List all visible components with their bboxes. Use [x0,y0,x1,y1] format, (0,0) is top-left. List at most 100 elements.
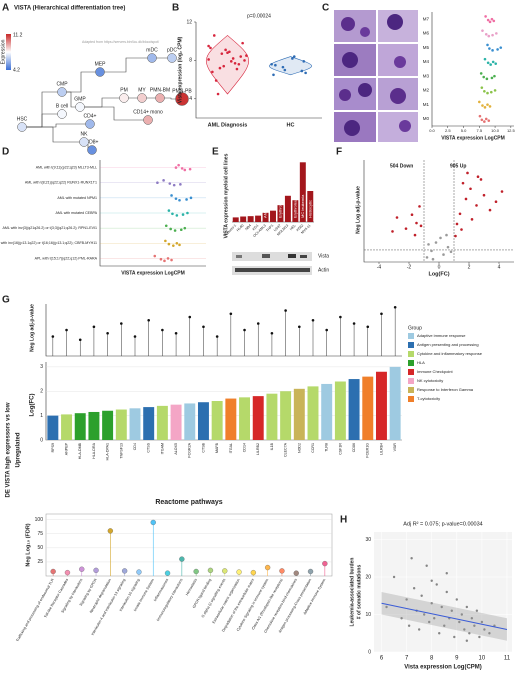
data-point [483,57,487,61]
lollipop-head [256,322,260,325]
data-point [488,632,491,635]
bubble [307,568,314,575]
data-point [410,557,413,560]
node-label: NK [81,131,89,137]
data-point [483,120,486,123]
data-point [494,200,498,204]
node-label: CD14+ mono [133,109,163,115]
x-tick-label: CD14 [242,443,246,452]
data-point [440,605,443,609]
tree-node [95,67,105,77]
bubble [322,560,328,567]
data-point [207,58,210,61]
data-point [458,212,462,216]
legend-swatch [408,333,414,339]
plot-frame [45,513,333,577]
y-tick-label: AML with inv(16)(p13.1q22) or t(16;16)(p… [0,241,97,245]
x-tick-label: Immunoregulatory interactions [156,578,184,622]
data-point [235,67,239,71]
lollipop-head [106,331,109,335]
x-tick-label: Hemostasis [185,578,198,596]
data-point [392,575,396,579]
bar [211,401,223,440]
lollipop-head [325,328,328,332]
data-point [164,224,168,228]
data-point [494,62,498,65]
data-point [461,181,465,185]
data-point [170,258,173,262]
lollipop-head [161,328,164,332]
x-tick-label: LILRB4 [379,443,383,455]
group-label: Histiocytic [307,200,312,218]
bar [61,414,73,440]
data-point [466,171,469,175]
data-point [495,32,498,35]
data-point [410,213,414,217]
lollipop-head [270,331,274,335]
bar [362,376,374,440]
lollipop-head [147,318,150,322]
lollipop-head [366,325,370,329]
data-point [479,72,483,75]
y-tick-label: AML with inv(3)(q21q26.2) or t(3;3)(q21;… [2,226,97,230]
p-value: p=0.00024 [247,13,271,19]
data-point [479,178,483,181]
group-label: Erythroleukemia [292,188,297,218]
x-tick-label: ITGAM [160,443,164,454]
data-point [458,620,461,624]
x-tick-label: 7.5 [477,128,483,133]
y-tick-label: 0 [40,437,43,443]
bubble [207,567,214,574]
bubble [293,570,299,576]
bar [292,200,299,222]
data-point [168,182,172,185]
data-point [443,624,446,627]
data-point [391,230,394,233]
data-point [484,117,488,121]
data-point [418,205,421,208]
y-tick-label: 20 [365,574,371,580]
bubble [250,569,257,576]
side-title: DE VISTA high expressors vs low [6,402,12,497]
data-point [428,620,431,624]
data-point [488,105,492,108]
bar [74,413,86,440]
bar [348,379,360,440]
data-point [486,18,490,22]
data-point [446,245,450,249]
x-tick-label: ITGAL [229,443,233,453]
bubble [164,570,171,576]
data-point [395,216,399,219]
data-point [172,244,175,247]
data-point [473,624,476,627]
legend-label: Immune Checkpoint [417,369,453,374]
lollipop-head [202,325,205,329]
data-point [237,62,241,66]
x-tick-label: 0 [438,264,441,270]
data-point [163,259,166,263]
axis [363,160,514,263]
bar [270,210,276,222]
group-label: Erythroleukemia [278,188,283,218]
data-point [491,33,494,37]
x-label: Vista expression Log(CPM) [404,665,482,671]
data-point [488,20,492,24]
data-point [412,587,416,590]
tree-node [155,93,165,103]
data-point [487,119,491,122]
legend-label: Response to Interferon Gamma [417,387,474,392]
data-point [475,204,478,207]
x-tick-label: THP1 [265,223,274,232]
bar [277,205,284,222]
tree-node [167,53,177,63]
bubble [264,564,271,571]
x-tick-label: ALOX5 [174,443,178,455]
y-tick-label: M6 [423,31,430,36]
annotation: Adj R² = 0.075; p-value=0.00034 [403,521,483,527]
y-tick-label: 8 [189,58,192,64]
data-point [400,617,403,620]
panel-letter: D [2,147,9,158]
data-point [174,166,178,169]
data-point [302,60,306,63]
data-point [480,620,484,624]
